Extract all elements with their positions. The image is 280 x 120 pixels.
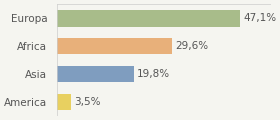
Text: 47,1%: 47,1% [243, 13, 276, 23]
Bar [57, 93, 71, 110]
Bar [57, 66, 134, 82]
Text: 3,5%: 3,5% [74, 97, 100, 107]
Bar [57, 10, 240, 27]
Text: 29,6%: 29,6% [175, 41, 208, 51]
Bar [57, 38, 172, 54]
Text: 19,8%: 19,8% [137, 69, 170, 79]
